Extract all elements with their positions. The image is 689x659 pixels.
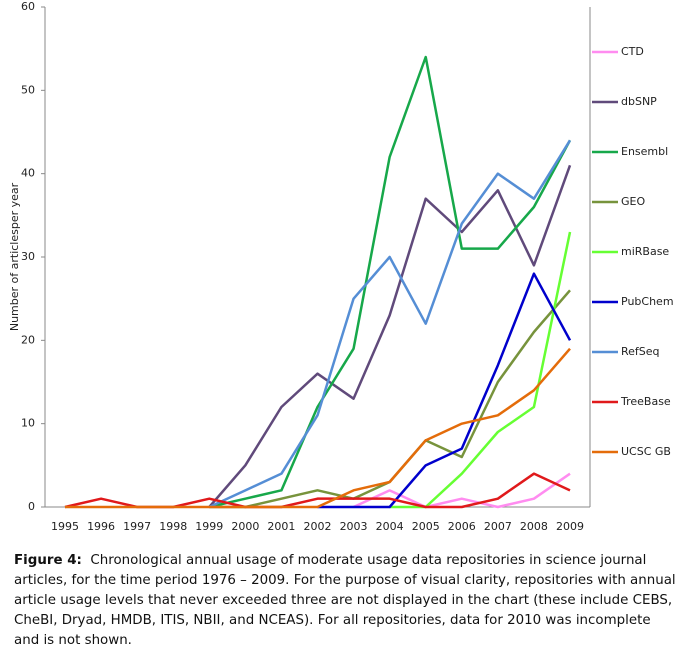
series-line <box>208 139 572 509</box>
x-tick-label: 1996 <box>87 520 115 533</box>
y-tick-label: 60 <box>21 0 35 13</box>
legend-label: UCSC GB <box>621 445 671 458</box>
series-line <box>389 231 572 509</box>
y-tick-label: 40 <box>21 167 35 180</box>
x-tick-label: 2006 <box>448 520 476 533</box>
x-tick-label: 2009 <box>556 520 584 533</box>
y-tick-label: 30 <box>21 250 35 263</box>
x-tick-label: 2007 <box>484 520 512 533</box>
y-axis-label: Number of articlesper year <box>8 182 21 331</box>
caption-text: Chronological annual usage of moderate u… <box>14 553 676 648</box>
legend-label: CTD <box>621 45 644 58</box>
x-tick-label: 2001 <box>267 520 295 533</box>
legend-label: GEO <box>621 195 645 208</box>
y-tick-label: 50 <box>21 83 35 96</box>
caption-label: Figure 4: <box>14 553 82 568</box>
x-tick-label: 2003 <box>340 520 368 533</box>
series-line <box>208 164 572 508</box>
x-tick-label: 1995 <box>51 520 79 533</box>
x-tick-label: 1998 <box>159 520 187 533</box>
x-tick-label: 2004 <box>376 520 404 533</box>
x-tick-label: 2002 <box>304 520 332 533</box>
series-line <box>317 272 572 509</box>
x-tick-label: 1997 <box>123 520 151 533</box>
legend-label: dbSNP <box>621 95 657 108</box>
chart: Number of articlesper year 0 10 20 30 40 50 60… <box>8 0 674 533</box>
series-line <box>65 347 571 509</box>
legend-label: TreeBase <box>620 395 671 408</box>
legend-label: RefSeq <box>621 345 660 358</box>
x-tick-label: 2008 <box>520 520 548 533</box>
legend-label: miRBase <box>621 245 669 258</box>
legend-label: Ensembl <box>621 145 668 158</box>
legend-label: PubChem <box>621 295 674 308</box>
y-tick-label: 0 <box>28 500 35 513</box>
y-tick-label: 20 <box>21 333 35 346</box>
series-line <box>353 472 571 509</box>
x-tick-label: 2000 <box>231 520 259 533</box>
y-tick-label: 10 <box>21 417 35 430</box>
x-tick-label: 1999 <box>195 520 223 533</box>
x-tick-label: 2005 <box>412 520 440 533</box>
series-line <box>209 55 572 509</box>
caption: Figure 4: Chronological annual usage of … <box>14 551 676 651</box>
